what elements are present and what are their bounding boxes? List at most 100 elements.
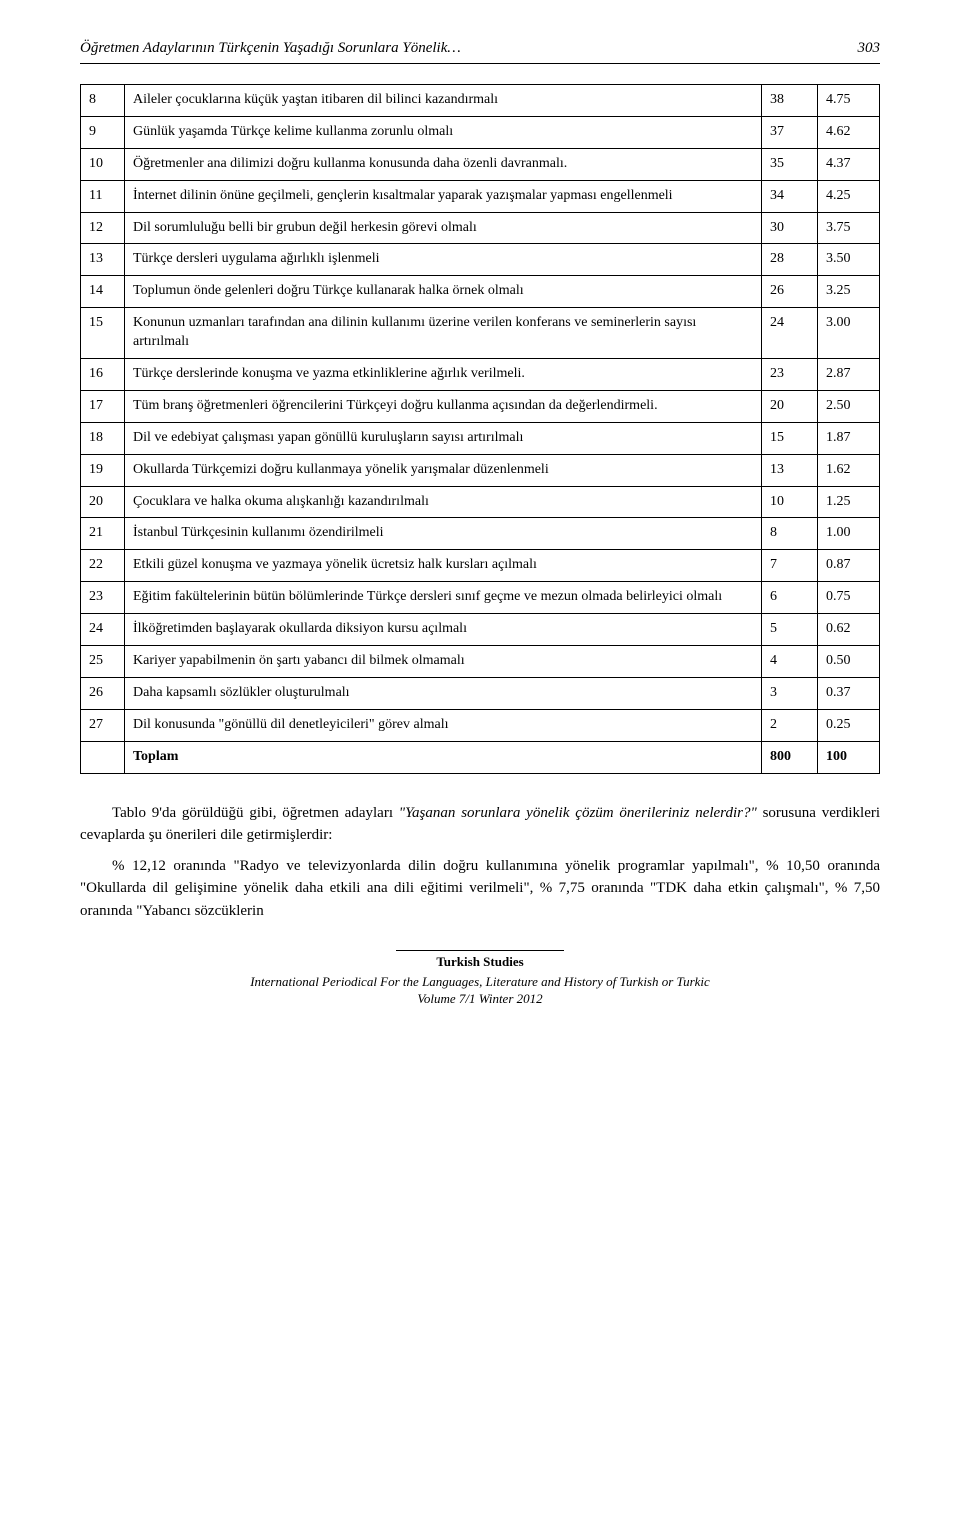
row-percent: 4.62 [818,116,880,148]
paragraph-1: Tablo 9'da görüldüğü gibi, öğretmen aday… [80,802,880,847]
table-row: 23Eğitim fakültelerinin bütün bölümlerin… [81,582,880,614]
page-header: Öğretmen Adaylarının Türkçenin Yaşadığı … [80,40,880,57]
row-percent: 1.25 [818,486,880,518]
row-item: Türkçe derslerinde konuşma ve yazma etki… [125,359,762,391]
row-index: 20 [81,486,125,518]
row-frequency: 20 [762,390,818,422]
row-item: Daha kapsamlı sözlükler oluşturulmalı [125,677,762,709]
row-frequency: 15 [762,422,818,454]
table-row: 15Konunun uzmanları tarafından ana dilin… [81,308,880,359]
row-item: Okullarda Türkçemizi doğru kullanmaya yö… [125,454,762,486]
total-frequency: 800 [762,741,818,773]
row-index: 23 [81,582,125,614]
row-percent: 3.25 [818,276,880,308]
paragraph-2: % 12,12 oranında "Radyo ve televizyonlar… [80,855,880,923]
row-item: Günlük yaşamda Türkçe kelime kullanma zo… [125,116,762,148]
row-index: 24 [81,614,125,646]
row-percent: 3.75 [818,212,880,244]
row-item: Dil sorumluluğu belli bir grubun değil h… [125,212,762,244]
table-row: 16Türkçe derslerinde konuşma ve yazma et… [81,359,880,391]
row-frequency: 30 [762,212,818,244]
row-index: 15 [81,308,125,359]
footer-title: Turkish Studies [396,950,563,971]
row-frequency: 34 [762,180,818,212]
row-percent: 3.00 [818,308,880,359]
table-row: 12Dil sorumluluğu belli bir grubun değil… [81,212,880,244]
table-row: 19Okullarda Türkçemizi doğru kullanmaya … [81,454,880,486]
table-row: 24İlköğretimden başlayarak okullarda dik… [81,614,880,646]
table-row: 22Etkili güzel konuşma ve yazmaya yöneli… [81,550,880,582]
row-percent: 2.50 [818,390,880,422]
row-frequency: 8 [762,518,818,550]
row-frequency: 28 [762,244,818,276]
total-percent: 100 [818,741,880,773]
row-item: Dil ve edebiyat çalışması yapan gönüllü … [125,422,762,454]
row-index: 12 [81,212,125,244]
row-item: Konunun uzmanları tarafından ana dilinin… [125,308,762,359]
row-frequency: 24 [762,308,818,359]
row-item: Çocuklara ve halka okuma alışkanlığı kaz… [125,486,762,518]
row-frequency: 5 [762,614,818,646]
row-index: 17 [81,390,125,422]
table-row: 27Dil konusunda "gönüllü dil denetleyici… [81,709,880,741]
table-row: 14Toplumun önde gelenleri doğru Türkçe k… [81,276,880,308]
row-item: İstanbul Türkçesinin kullanımı özendiril… [125,518,762,550]
row-index: 25 [81,646,125,678]
row-index: 16 [81,359,125,391]
row-index: 26 [81,677,125,709]
row-frequency: 37 [762,116,818,148]
row-item: Tüm branş öğretmenleri öğrencilerini Tür… [125,390,762,422]
row-percent: 3.50 [818,244,880,276]
row-item: Kariyer yapabilmenin ön şartı yabancı di… [125,646,762,678]
page-footer: Turkish Studies International Periodical… [80,950,880,1008]
row-frequency: 13 [762,454,818,486]
row-percent: 1.62 [818,454,880,486]
row-frequency: 6 [762,582,818,614]
row-frequency: 2 [762,709,818,741]
row-index: 13 [81,244,125,276]
table-row: 25Kariyer yapabilmenin ön şartı yabancı … [81,646,880,678]
para1-lead: Tablo 9'da görüldüğü gibi, öğretmen aday… [112,805,399,821]
row-item: Öğretmenler ana dilimizi doğru kullanma … [125,148,762,180]
row-frequency: 38 [762,85,818,117]
row-percent: 1.87 [818,422,880,454]
row-index: 27 [81,709,125,741]
row-index: 18 [81,422,125,454]
row-item: Etkili güzel konuşma ve yazmaya yönelik … [125,550,762,582]
row-frequency: 7 [762,550,818,582]
table-row: 20Çocuklara ve halka okuma alışkanlığı k… [81,486,880,518]
total-label: Toplam [125,741,762,773]
table-row: 13Türkçe dersleri uygulama ağırlıklı işl… [81,244,880,276]
row-frequency: 26 [762,276,818,308]
row-index: 14 [81,276,125,308]
row-frequency: 10 [762,486,818,518]
row-index: 9 [81,116,125,148]
table-row: 8Aileler çocuklarına küçük yaştan itibar… [81,85,880,117]
row-percent: 0.75 [818,582,880,614]
table-row: 26Daha kapsamlı sözlükler oluşturulmalı3… [81,677,880,709]
row-frequency: 4 [762,646,818,678]
row-item: İlköğretimden başlayarak okullarda diksi… [125,614,762,646]
table-row: 9Günlük yaşamda Türkçe kelime kullanma z… [81,116,880,148]
row-item: İnternet dilinin önüne geçilmeli, gençle… [125,180,762,212]
row-item: Aileler çocuklarına küçük yaştan itibare… [125,85,762,117]
para1-italic: "Yaşanan sorunlara yönelik çözüm önerile… [399,805,757,821]
table-row: 10Öğretmenler ana dilimizi doğru kullanm… [81,148,880,180]
row-percent: 0.62 [818,614,880,646]
row-percent: 0.25 [818,709,880,741]
row-index: 19 [81,454,125,486]
running-title: Öğretmen Adaylarının Türkçenin Yaşadığı … [80,40,461,57]
row-percent: 0.50 [818,646,880,678]
table-row: 17Tüm branş öğretmenleri öğrencilerini T… [81,390,880,422]
footer-line1: International Periodical For the Languag… [80,973,880,991]
row-index: 10 [81,148,125,180]
row-frequency: 3 [762,677,818,709]
row-percent: 4.75 [818,85,880,117]
row-frequency: 35 [762,148,818,180]
row-item: Toplumun önde gelenleri doğru Türkçe kul… [125,276,762,308]
table-row: 18Dil ve edebiyat çalışması yapan gönüll… [81,422,880,454]
footer-line2: Volume 7/1 Winter 2012 [80,990,880,1008]
total-blank [81,741,125,773]
row-item: Türkçe dersleri uygulama ağırlıklı işlen… [125,244,762,276]
table-row: 21İstanbul Türkçesinin kullanımı özendir… [81,518,880,550]
